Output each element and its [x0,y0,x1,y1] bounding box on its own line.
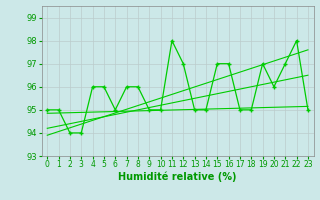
X-axis label: Humidité relative (%): Humidité relative (%) [118,172,237,182]
